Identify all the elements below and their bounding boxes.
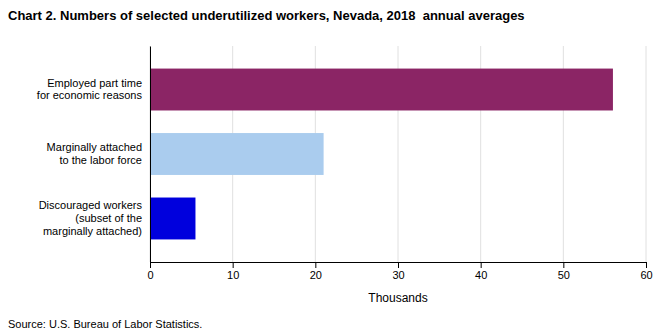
y-tick: Marginally attachedto the labor force [47, 141, 150, 166]
y-axis-line [150, 47, 151, 263]
x-tick: 0 [147, 262, 153, 281]
bar [150, 69, 613, 111]
source-note: Source: U.S. Bureau of Labor Statistics. [8, 318, 202, 330]
x-tick-mark [315, 262, 316, 268]
x-axis: 0 10 20 30 40 50 60 [147, 262, 652, 281]
x-axis-line [151, 263, 647, 269]
x-tick-mark [150, 262, 151, 268]
grid-line [150, 46, 151, 262]
x-tick: 50 [558, 262, 570, 281]
y-tick-label: Discouraged workers(subset of themargina… [39, 199, 143, 236]
x-tick-label: 60 [640, 269, 652, 281]
x-axis-title: Thousands [368, 291, 427, 305]
plot: 0 10 20 30 40 50 60 Discouraged workers(subset … [37, 46, 653, 281]
y-tick-label: Marginally attachedto the labor force [47, 141, 142, 166]
grid-line [646, 46, 647, 262]
x-tick: 60 [640, 262, 652, 281]
x-tick: 40 [475, 262, 487, 281]
bar [150, 133, 324, 175]
bars [150, 69, 613, 240]
x-tick-label: 50 [558, 269, 570, 281]
x-tick-mark [398, 262, 399, 268]
x-tick-label: 30 [392, 269, 404, 281]
chart: Chart 2. Numbers of selected underutiliz… [0, 0, 670, 336]
x-tick-mark [563, 262, 564, 268]
x-tick-label: 10 [227, 269, 239, 281]
x-tick-label: 20 [310, 269, 322, 281]
bar [150, 198, 195, 240]
x-tick-mark [233, 262, 234, 268]
x-tick-label: 40 [475, 269, 487, 281]
x-tick-label: 0 [147, 269, 153, 281]
x-tick: 30 [392, 262, 404, 281]
y-axis: Discouraged workers(subset of themargina… [37, 47, 151, 263]
y-tick: Employed part timefor economic reasons [37, 77, 150, 102]
grid [150, 46, 646, 262]
x-tick-mark [481, 262, 482, 268]
y-tick-label: Employed part timefor economic reasons [37, 77, 143, 102]
x-tick: 20 [310, 262, 322, 281]
x-tick-mark [646, 262, 647, 268]
y-tick: Discouraged workers(subset of themargina… [39, 199, 150, 236]
title: Chart 2. Numbers of selected underutiliz… [8, 8, 525, 23]
x-tick: 10 [227, 262, 239, 281]
